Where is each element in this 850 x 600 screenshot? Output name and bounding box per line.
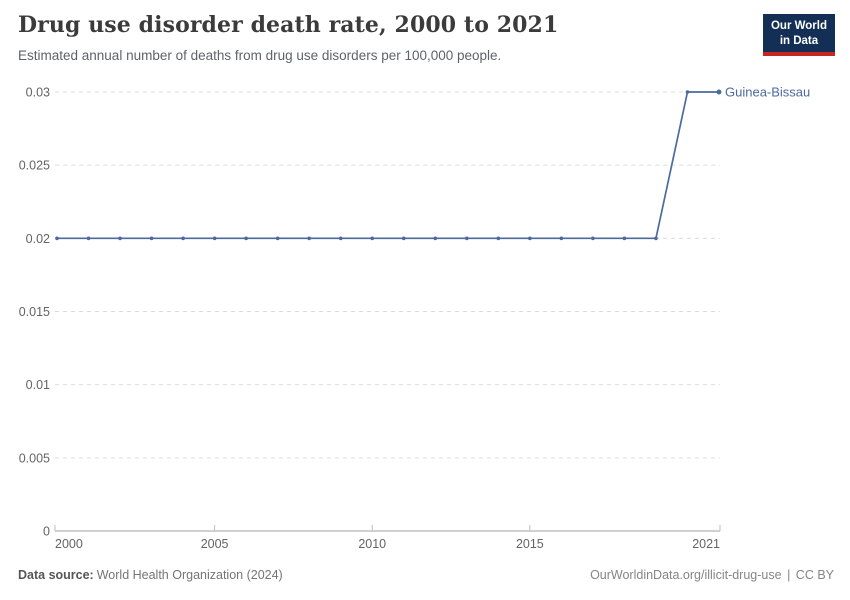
data-point[interactable] (181, 236, 185, 241)
data-point[interactable] (370, 236, 375, 241)
y-tick-label: 0.03 (26, 86, 50, 100)
data-point[interactable] (716, 89, 722, 95)
x-tick-label: 2015 (516, 537, 544, 551)
data-point[interactable] (275, 236, 280, 241)
series-line[interactable] (57, 91, 719, 240)
data-source-note: Data source: World Health Organization (2… (18, 568, 283, 582)
owid-logo[interactable]: Our World in Data (762, 14, 835, 56)
data-point[interactable] (149, 236, 154, 241)
y-tick-label: 0 (43, 525, 50, 539)
y-tick-label: 0.025 (19, 159, 50, 173)
data-point[interactable] (622, 236, 627, 241)
owid-logo-line1: Our World (770, 20, 827, 32)
y-tick-label: 0.015 (19, 305, 50, 319)
y-tick-label: 0.01 (26, 378, 50, 392)
data-point[interactable] (559, 236, 564, 241)
data-point[interactable] (338, 236, 343, 241)
chart-url[interactable]: OurWorldinData.org/illicit-drug-use (590, 568, 782, 582)
data-point[interactable] (496, 236, 501, 241)
chart-subtitle: Estimated annual number of deaths from d… (18, 48, 502, 63)
y-tick-label: 0.02 (26, 232, 50, 246)
data-point[interactable] (212, 236, 217, 241)
data-point[interactable] (591, 236, 595, 241)
x-tick-label: 2021 (692, 537, 720, 551)
license-separator: | (787, 568, 791, 582)
data-point[interactable] (528, 236, 532, 241)
x-tick-label: 2005 (201, 537, 229, 551)
data-point[interactable] (654, 236, 658, 241)
data-source-label: Data source: (18, 568, 94, 582)
owid-logo-line2: in Data (779, 34, 819, 47)
data-point[interactable] (307, 236, 311, 241)
entity-label[interactable]: Guinea-Bissau (725, 85, 810, 100)
license-note: OurWorldinData.org/illicit-drug-use | CC… (588, 568, 834, 582)
data-point[interactable] (86, 236, 91, 241)
data-point[interactable] (55, 236, 59, 241)
page-title: Drug use disorder death rate, 2000 to 20… (18, 12, 559, 38)
data-point[interactable] (118, 236, 122, 241)
data-point[interactable] (465, 236, 469, 241)
data-point[interactable] (244, 236, 248, 241)
x-tick-label: 2000 (55, 537, 83, 551)
license-label: CC BY (795, 568, 834, 582)
x-tick-label: 2010 (358, 537, 386, 551)
data-point[interactable] (685, 90, 690, 94)
data-source-value: World Health Organization (2024) (96, 568, 283, 582)
data-point[interactable] (433, 236, 438, 241)
y-tick-label: 0.005 (19, 451, 50, 465)
data-point[interactable] (401, 236, 406, 241)
